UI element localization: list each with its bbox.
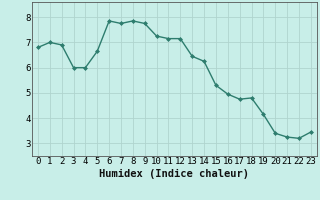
X-axis label: Humidex (Indice chaleur): Humidex (Indice chaleur): [100, 169, 249, 179]
